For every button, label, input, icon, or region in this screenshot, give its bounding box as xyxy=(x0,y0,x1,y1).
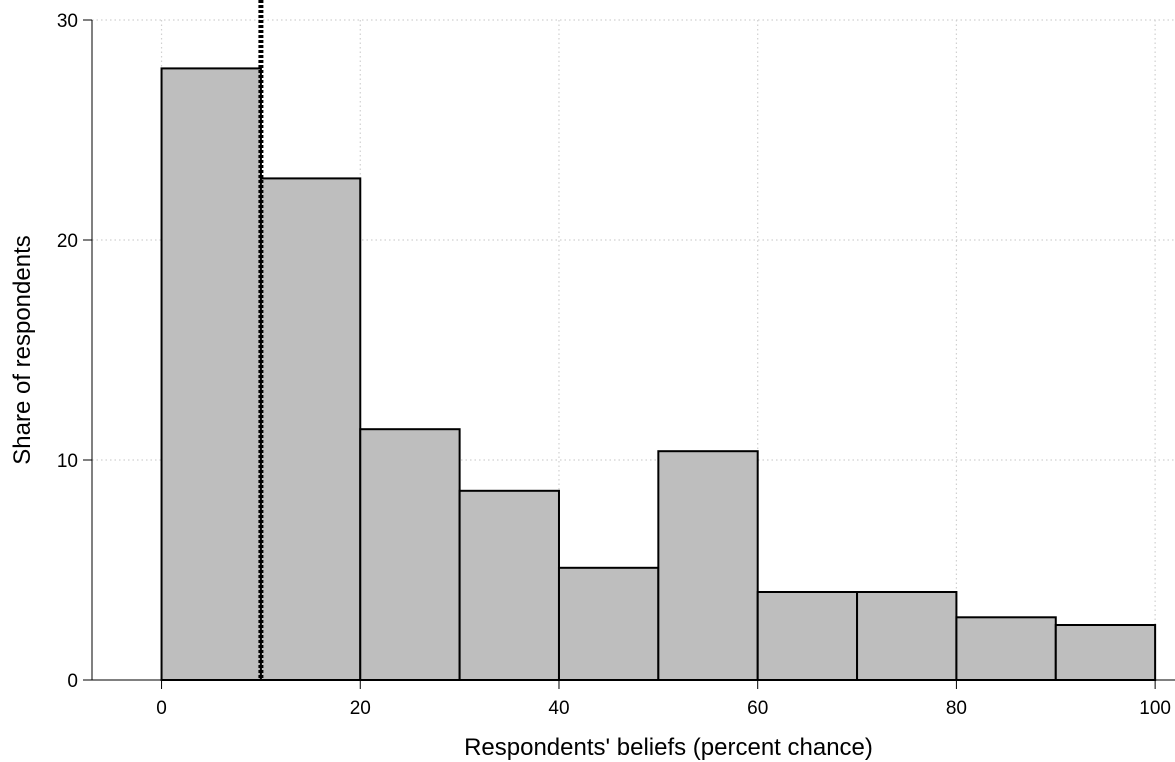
histogram-bar xyxy=(359,428,461,682)
histogram-bar xyxy=(259,177,362,681)
y-tick-label: 20 xyxy=(57,231,78,252)
y-tick-label: 30 xyxy=(57,11,78,32)
histogram-bar xyxy=(856,591,958,681)
histogram-bar xyxy=(756,591,859,681)
axes: 0 10 20 30 0 20 40 60 80 100 xyxy=(57,11,1175,719)
y-tick-label: 0 xyxy=(67,671,78,692)
histogram-bar xyxy=(458,489,560,681)
histogram-bar xyxy=(160,67,262,681)
x-tick-label: 40 xyxy=(548,698,569,719)
x-axis-title: Respondents' beliefs (percent chance) xyxy=(464,734,873,761)
y-axis-title: Share of respondents xyxy=(9,235,36,465)
x-tick-label: 0 xyxy=(156,698,167,719)
histogram-bar xyxy=(557,566,660,681)
histogram-bar xyxy=(955,616,1057,681)
histogram-bar xyxy=(1054,624,1157,681)
x-tick-label: 60 xyxy=(747,698,768,719)
x-tick-label: 20 xyxy=(350,698,371,719)
x-tick-label: 100 xyxy=(1139,698,1171,719)
y-tick-label: 10 xyxy=(57,451,78,472)
histogram-bars xyxy=(160,67,1157,682)
histogram-bar xyxy=(657,450,759,682)
x-tick-label: 80 xyxy=(946,698,967,719)
